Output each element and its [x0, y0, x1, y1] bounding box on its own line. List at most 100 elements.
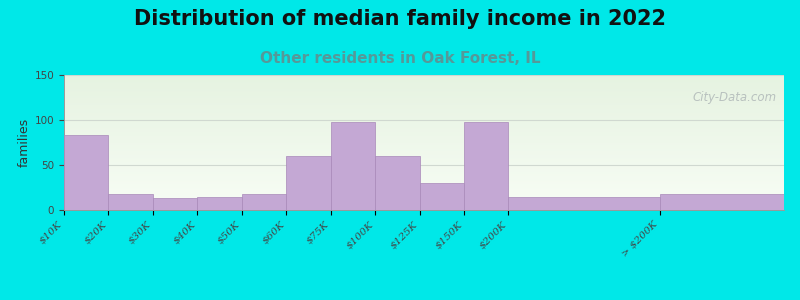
Bar: [64, 148, 784, 149]
Bar: [153, 198, 198, 210]
Bar: [64, 183, 784, 184]
Bar: [64, 138, 784, 139]
Bar: [64, 126, 784, 127]
Bar: [64, 104, 784, 105]
Bar: [64, 186, 784, 187]
Bar: [64, 199, 784, 200]
Bar: [64, 160, 784, 161]
Bar: [64, 110, 784, 111]
Bar: [64, 83, 784, 84]
Bar: [64, 101, 784, 102]
Bar: [330, 122, 375, 210]
Bar: [64, 82, 784, 83]
Bar: [509, 196, 659, 210]
Bar: [64, 125, 784, 126]
Bar: [464, 122, 509, 210]
Bar: [64, 193, 784, 194]
Bar: [64, 90, 784, 91]
Bar: [64, 176, 784, 177]
Bar: [64, 86, 784, 87]
Bar: [64, 78, 784, 79]
Bar: [64, 114, 784, 115]
Text: Other residents in Oak Forest, IL: Other residents in Oak Forest, IL: [260, 51, 540, 66]
Bar: [64, 121, 784, 122]
Bar: [64, 105, 784, 106]
Bar: [419, 183, 464, 210]
Bar: [64, 100, 784, 101]
Bar: [64, 208, 784, 209]
Bar: [64, 184, 784, 185]
Bar: [64, 197, 784, 198]
Bar: [64, 163, 784, 164]
Bar: [64, 167, 784, 168]
Bar: [64, 103, 784, 104]
Bar: [64, 79, 784, 80]
Bar: [64, 171, 784, 172]
Bar: [64, 82, 784, 83]
Bar: [64, 164, 784, 165]
Bar: [64, 209, 784, 210]
Bar: [64, 143, 784, 144]
Bar: [64, 145, 784, 146]
Bar: [64, 132, 784, 133]
Bar: [64, 201, 784, 202]
Bar: [198, 196, 242, 210]
Bar: [64, 98, 784, 99]
Bar: [64, 180, 784, 181]
Bar: [64, 172, 784, 173]
Bar: [64, 81, 784, 82]
Bar: [64, 112, 784, 113]
Bar: [64, 182, 784, 183]
Bar: [64, 152, 784, 153]
Bar: [64, 169, 784, 170]
Bar: [64, 139, 784, 140]
Bar: [64, 146, 784, 147]
Bar: [64, 191, 784, 192]
Bar: [64, 181, 784, 182]
Bar: [64, 157, 784, 158]
Bar: [64, 109, 784, 110]
Bar: [64, 135, 109, 210]
Bar: [64, 200, 784, 201]
Bar: [64, 117, 784, 118]
Bar: [64, 206, 784, 207]
Bar: [64, 178, 784, 179]
Bar: [64, 87, 784, 88]
Bar: [64, 140, 784, 141]
Bar: [64, 168, 784, 169]
Bar: [64, 118, 784, 119]
Bar: [64, 196, 784, 197]
Bar: [64, 89, 784, 90]
Bar: [64, 95, 784, 96]
Bar: [64, 85, 784, 86]
Bar: [64, 179, 784, 180]
Bar: [64, 130, 784, 131]
Bar: [64, 204, 784, 205]
Bar: [64, 156, 784, 157]
Bar: [64, 99, 784, 100]
Bar: [64, 174, 784, 175]
Bar: [64, 119, 784, 120]
Bar: [64, 141, 784, 142]
Bar: [64, 128, 784, 129]
Bar: [64, 146, 784, 147]
Bar: [64, 166, 784, 167]
Bar: [64, 158, 784, 159]
Bar: [64, 84, 784, 85]
Bar: [64, 93, 784, 94]
Bar: [64, 185, 784, 186]
Bar: [64, 170, 784, 171]
Bar: [64, 77, 784, 78]
Bar: [64, 177, 784, 178]
Bar: [64, 134, 784, 135]
Bar: [64, 173, 784, 174]
Bar: [64, 113, 784, 114]
Bar: [64, 187, 784, 188]
Text: Distribution of median family income in 2022: Distribution of median family income in …: [134, 9, 666, 29]
Bar: [64, 159, 784, 160]
Bar: [64, 120, 784, 121]
Y-axis label: families: families: [18, 118, 30, 167]
Bar: [64, 107, 784, 108]
Bar: [64, 149, 784, 150]
Bar: [64, 195, 784, 196]
